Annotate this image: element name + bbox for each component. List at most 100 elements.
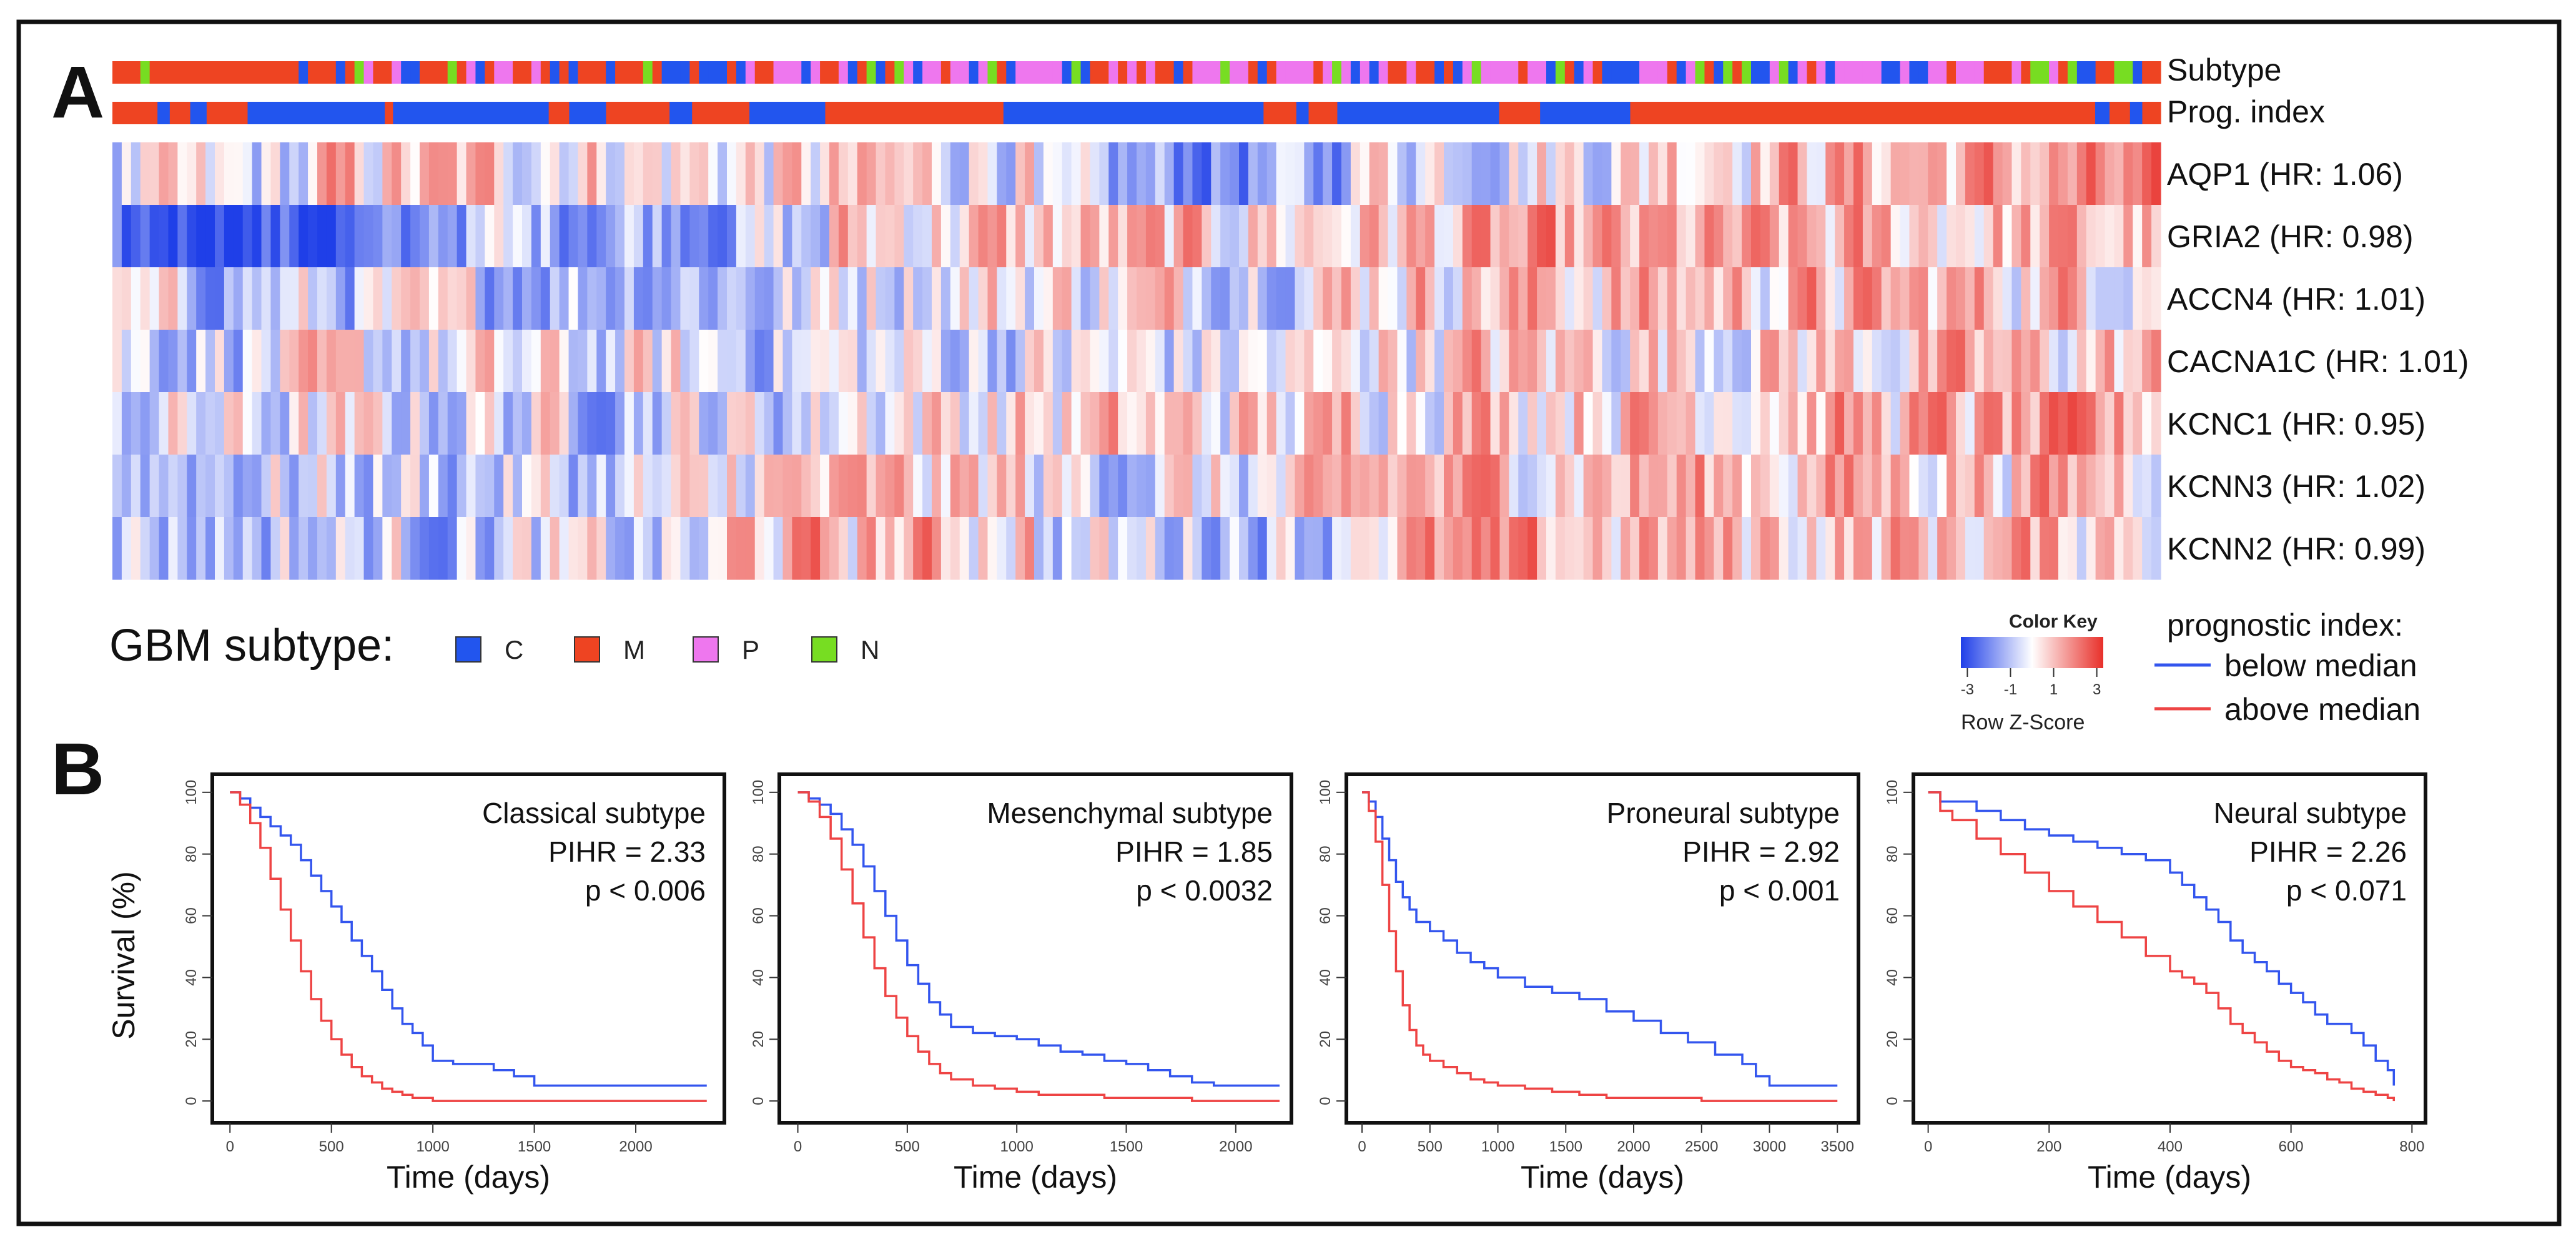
subtype-cell	[2002, 61, 2013, 84]
heatmap-cell	[2067, 455, 2078, 518]
heatmap-cell	[420, 142, 430, 205]
heatmap-cell	[1704, 267, 1714, 330]
heatmap-cell	[2040, 330, 2050, 393]
heatmap-cell	[1266, 142, 1277, 205]
subtype-cell	[1071, 61, 1082, 84]
heatmap-cell	[2058, 392, 2068, 455]
heatmap-cell	[2095, 205, 2106, 268]
heatmap-cell	[1062, 267, 1072, 330]
heatmap-cell	[596, 267, 606, 330]
heatmap-cell	[1779, 330, 1789, 393]
heatmap-cell	[1890, 267, 1901, 330]
heatmap-cell	[913, 392, 923, 455]
subtype-cell	[1378, 61, 1389, 84]
heatmap-cell	[410, 267, 420, 330]
x-tick-label: 1500	[518, 1138, 551, 1155]
heatmap-cell	[1853, 330, 1863, 393]
heatmap-cell	[1583, 517, 1594, 580]
prog-index-cell	[2110, 102, 2131, 124]
heatmap-cell	[205, 142, 215, 205]
heatmap-cell	[596, 205, 606, 268]
heatmap-cell	[1481, 455, 1491, 518]
heatmap-cell	[1630, 392, 1640, 455]
heatmap-cell	[1611, 455, 1621, 518]
heatmap-cell	[2049, 267, 2059, 330]
heatmap-cell	[1909, 517, 1919, 580]
heatmap-cell	[1350, 392, 1361, 455]
subtype-cell	[261, 61, 272, 84]
heatmap-cell	[494, 455, 504, 518]
heatmap-cell	[1406, 205, 1416, 268]
heatmap-cell	[1350, 330, 1361, 393]
heatmap-cell	[876, 330, 886, 393]
subtype-cell	[633, 61, 644, 84]
subtype-cell	[1816, 61, 1826, 84]
heatmap-cell	[1574, 267, 1584, 330]
heatmap-cell	[1872, 517, 1882, 580]
heatmap-cell	[1667, 392, 1677, 455]
heatmap-cell	[1649, 142, 1659, 205]
heatmap-cell	[1239, 455, 1249, 518]
heatmap-cell	[112, 205, 122, 268]
heatmap-cell	[1714, 205, 1724, 268]
y-tick-label: 40	[1317, 969, 1334, 986]
heatmap-cell	[438, 455, 448, 518]
heatmap-cell	[252, 392, 262, 455]
heatmap-cell	[1052, 330, 1063, 393]
heatmap-cell	[428, 392, 439, 455]
heatmap-cell	[1378, 205, 1389, 268]
heatmap-cell	[699, 517, 709, 580]
subtype-cell	[661, 61, 672, 84]
heatmap-cell	[773, 330, 784, 393]
heatmap-cell	[456, 455, 467, 518]
heatmap-cell	[1276, 392, 1286, 455]
heatmap-cell	[373, 205, 383, 268]
heatmap-cell	[252, 330, 262, 393]
heatmap-cell	[1425, 267, 1435, 330]
subtype-cell	[2040, 61, 2050, 84]
heatmap-cell	[1118, 330, 1128, 393]
heatmap-cell	[847, 455, 858, 518]
heatmap-cell	[1993, 267, 2003, 330]
heatmap-cell	[1537, 392, 1547, 455]
heatmap-cell	[1006, 455, 1016, 518]
heatmap-cell	[456, 392, 467, 455]
subtype-cell	[168, 61, 178, 84]
heatmap-cell	[1220, 142, 1230, 205]
heatmap-cell	[1266, 455, 1277, 518]
heatmap-cell	[326, 517, 337, 580]
heatmap-cell	[1583, 330, 1594, 393]
heatmap-cell	[745, 517, 756, 580]
heatmap-cell	[1807, 205, 1817, 268]
heatmap-cell	[2030, 455, 2040, 518]
subtype-legend-key: M	[623, 635, 645, 664]
heatmap-cell	[1313, 205, 1323, 268]
heatmap-cell	[242, 455, 253, 518]
heatmap-cell	[1630, 205, 1640, 268]
heatmap-cell	[2002, 517, 2013, 580]
heatmap-cell	[1928, 267, 1938, 330]
heatmap-cell	[335, 392, 346, 455]
subtype-cell	[1388, 61, 1398, 84]
heatmap-cell	[196, 455, 206, 518]
gene-label: AQP1 (HR: 1.06)	[2167, 157, 2403, 192]
heatmap-cell	[410, 455, 420, 518]
subtype-cell	[782, 61, 792, 84]
heatmap-cell	[1881, 455, 1892, 518]
heatmap-cell	[1574, 330, 1584, 393]
heatmap-cell	[1015, 517, 1025, 580]
heatmap-cell	[1137, 267, 1147, 330]
subtype-cell	[2030, 61, 2040, 84]
heatmap-cell	[596, 517, 606, 580]
survival-curve	[1928, 791, 2396, 1086]
x-tick-label: 400	[2158, 1138, 2183, 1155]
subtype-cell	[1425, 61, 1435, 84]
heatmap-cell	[1825, 330, 1835, 393]
heatmap-cell	[1416, 142, 1426, 205]
heatmap-cell	[876, 142, 886, 205]
y-tick-label: 20	[1317, 1031, 1334, 1048]
subtype-cell	[736, 61, 746, 84]
y-tick-label: 80	[1884, 845, 1901, 862]
heatmap-cell	[1900, 455, 1910, 518]
heatmap-cell	[261, 455, 272, 518]
